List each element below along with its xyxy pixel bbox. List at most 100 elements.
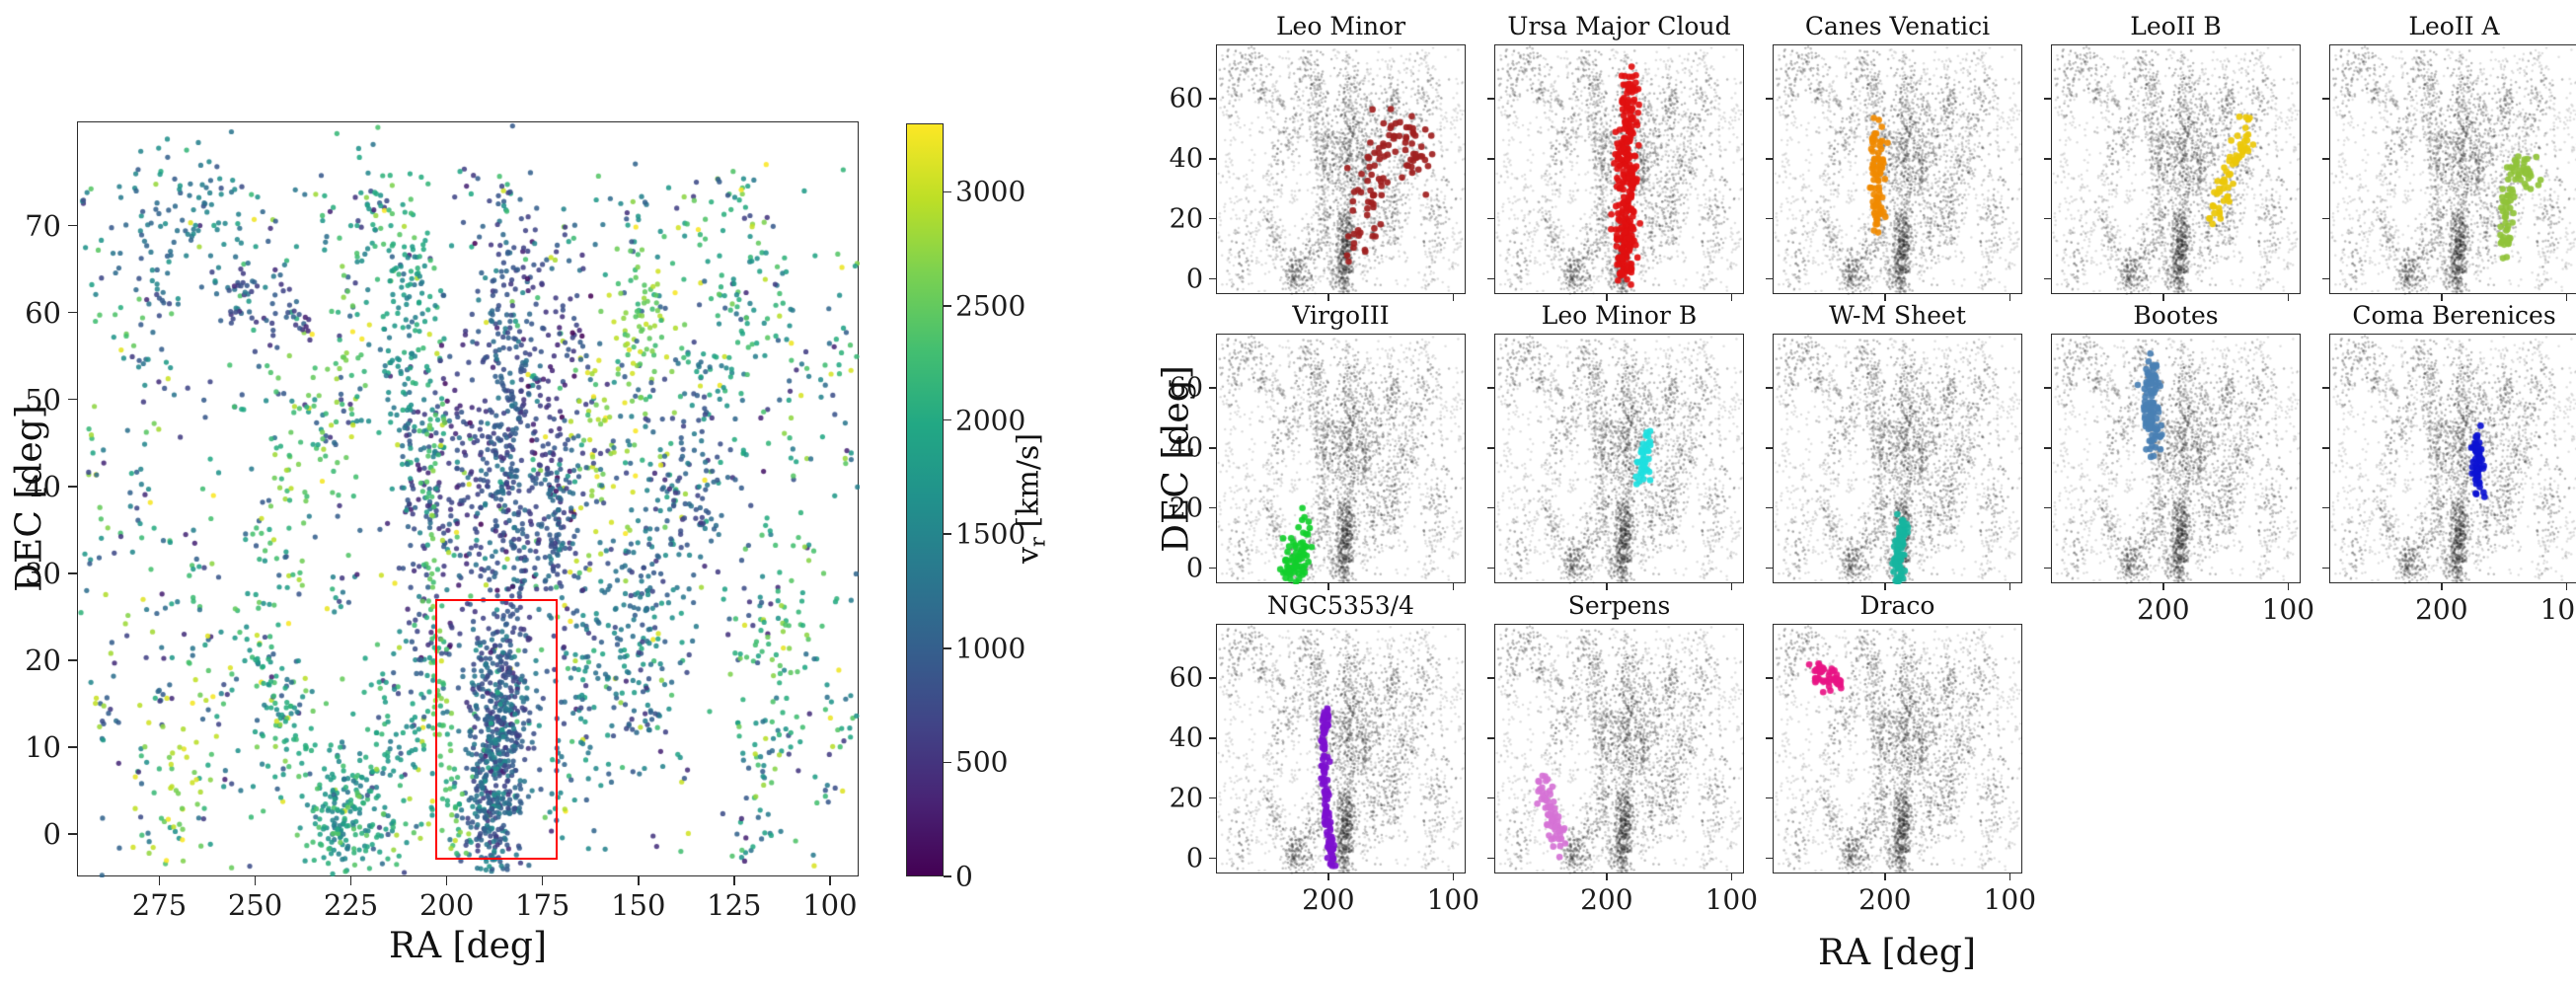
subplot-x-tick [2287,294,2290,301]
subplot-y-tick [1487,858,1494,860]
subplot-y-tick [1766,158,1773,160]
subplot-y-tick-label: 0 [1185,553,1203,584]
colorbar-tick-label: 3000 [955,175,1026,208]
subplot-area [1494,624,1745,874]
subplot-area [1773,624,2023,874]
main-y-tick-label: 50 [25,382,61,417]
subplot-y-tick [1209,158,1216,160]
main-x-tick-label: 150 [611,888,666,922]
subplot-title: Leo Minor B [1541,301,1698,330]
main-x-tick-label: 100 [802,888,858,922]
subplot-y-tick [1487,98,1494,100]
subplot-y-tick [2044,387,2051,389]
subplot-canvas-ursa-major-cloud [1495,45,1745,295]
subplot-y-tick [1487,568,1494,569]
subplot-x-tick-label: 100 [1705,883,1759,916]
subplot-x-tick [1452,294,1455,301]
subplot-x-tick [2008,294,2011,301]
subplot-canvas-ngc5353-4 [1217,625,1467,874]
colorbar-tick [944,646,951,649]
subplot-area [1216,624,1467,874]
subplot-area [2329,334,2576,584]
subplot-x-tick [1606,583,1608,590]
subplot-y-tick [1209,447,1216,449]
colorbar-label-sub: r [1025,537,1050,548]
subplot-y-tick [2044,447,2051,449]
main-scatter-canvas [78,122,860,877]
subplot-y-tick [1766,677,1773,679]
subplot-y-tick [1487,158,1494,160]
subplot-x-tick-label: 100 [2261,593,2315,626]
subplot-y-tick [2044,158,2051,160]
subplot-x-tick [2441,294,2443,301]
subplot-y-tick [1209,797,1216,799]
main-x-tick [541,876,544,885]
subplot-y-tick [1766,98,1773,100]
subplot-area [1216,334,1467,584]
colorbar-gradient [906,123,944,876]
main-x-tick-label: 275 [131,888,188,922]
main-y-tick [68,833,77,835]
subplot-x-tick [2162,294,2164,301]
subplot-y-tick [2044,278,2051,280]
subplot-x-tick-label: 200 [1858,883,1912,916]
subplot-x-tick-label: 100 [1983,883,2037,916]
main-y-tick-label: 70 [25,208,61,243]
subplot-x-tick [2287,583,2290,590]
subplot-title: Bootes [2133,301,2219,330]
subplot-y-tick [1487,387,1494,389]
main-x-tick [637,876,640,885]
main-x-tick [445,876,448,885]
subplot-canvas-leoii-b [2052,45,2302,295]
main-y-axis-label: DEC [deg] [9,405,50,592]
subplot-y-tick [1209,568,1216,569]
subplot-y-tick-label: 20 [1169,493,1203,524]
subplot-title: Leo Minor [1275,12,1406,40]
subplot-canvas-bootes [2052,335,2302,584]
colorbar-tick-label: 0 [955,860,973,893]
zoom-region-red-box [435,599,559,861]
subplot-y-tick [1209,737,1216,739]
subplot-y-tick-label: 40 [1169,432,1203,464]
subplot-y-tick [1209,677,1216,679]
subplot-x-tick-label: 200 [2415,593,2468,626]
subplot-y-tick [1766,568,1773,569]
colorbar-tick-label: 2500 [955,289,1026,323]
subplot-y-tick-label: 60 [1169,662,1203,694]
colorbar-tick-label: 1500 [955,517,1026,551]
subplot-canvas-coma-berenices [2330,335,2576,584]
main-y-tick-label: 0 [42,816,61,851]
subplot-x-tick [1606,294,1608,301]
subplot-title: Draco [1859,591,1935,620]
subplot-x-tick [1730,294,1733,301]
colorbar-tick [944,533,951,535]
subplot-x-tick [1452,873,1455,880]
main-y-tick-label: 30 [25,556,61,590]
subplot-y-tick [1209,507,1216,509]
subplot-x-tick [1884,583,1886,590]
main-y-tick-label: 40 [25,469,61,503]
main-y-tick-label: 10 [25,729,61,764]
colorbar-tick-label: 500 [955,745,1009,779]
subplot-y-tick-label: 60 [1169,372,1203,404]
subplot-title: Serpens [1567,591,1671,620]
subplot-title: Coma Berenices [2352,301,2556,330]
main-x-tick [349,876,352,885]
subplot-title: Canes Venatici [1804,12,1991,40]
subplot-y-tick [1766,507,1773,509]
main-y-tick [68,311,77,314]
main-x-tick [254,876,257,885]
colorbar-tick [944,875,951,877]
subplot-y-tick-label: 20 [1169,203,1203,235]
subplot-canvas-leoii-a [2330,45,2576,295]
subplot-y-tick [1487,507,1494,509]
subplot-x-tick [2441,583,2443,590]
subplot-canvas-virgoiii [1217,335,1467,584]
subplot-y-tick [2322,98,2329,100]
subplot-y-tick [1209,218,1216,220]
subplot-x-tick-label: 200 [1580,883,1633,916]
subplot-x-tick [1327,294,1329,301]
main-x-tick-label: 125 [707,888,762,922]
subplot-title: LeoII A [2408,12,2500,40]
